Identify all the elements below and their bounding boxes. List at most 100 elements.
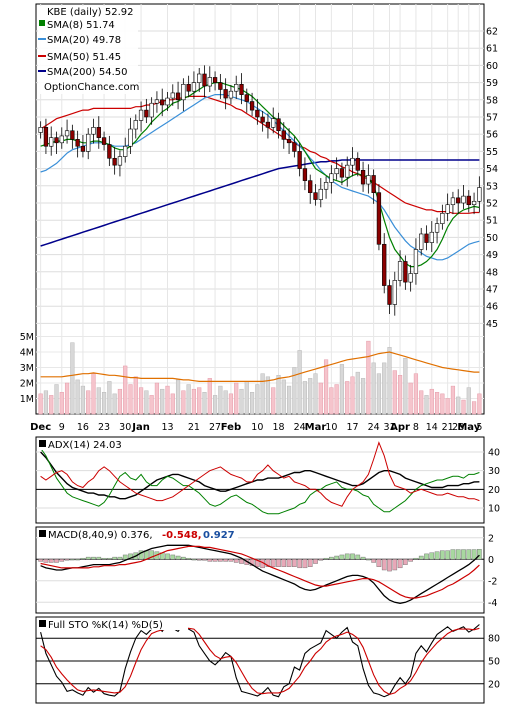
macd-histogram-bar [117,556,123,560]
sto-d-line [40,626,480,695]
volume-bar [419,390,424,415]
volume-bar [260,373,265,415]
macd-histogram-bar [371,559,376,563]
candle-up [434,223,440,233]
candle-up [165,97,170,106]
volume-bar [228,393,234,415]
volume-bar [440,393,445,415]
volume-bar [408,382,413,415]
candle-down [286,139,292,144]
candle-up [207,77,212,87]
macd-histogram-bar [297,559,302,569]
candle-up [477,187,482,202]
volume-bar [276,375,281,415]
x-tick-label: 30 [119,422,131,433]
macd-histogram-bar [424,553,429,560]
candle-down [297,151,302,169]
candle-up [397,261,403,281]
sma200-line [40,159,480,247]
x-tick-label: 27 [209,422,221,433]
sto-panel: 80 50 20 Full STO %K(14) %D(5) [35,616,500,704]
volume-bar [43,390,49,415]
volume-bar [403,357,408,415]
candle-down [308,180,313,193]
volume-bar [334,384,339,415]
price-y-tick: 46 [486,302,498,313]
candle-up [38,127,43,133]
volume-bar [181,390,186,415]
candle-down [70,130,75,140]
candle-up [350,157,355,166]
candle-up [91,127,96,135]
macd-signal-line [40,545,480,599]
price-y-tick: 51 [486,216,498,227]
volume-y-tick: 1M [20,394,34,405]
candle-down [255,109,260,118]
volume-bar [138,387,144,415]
macd-legend-box [38,528,238,541]
legend-sma8-label: SMA(8) 51.74 [47,20,115,31]
x-tick-label: 24 [368,422,380,433]
macd-histogram-bar [70,559,75,561]
macd-legend-signal: -0.548, [162,530,202,541]
volume-bar [234,382,239,415]
legend-sma8-swatch [39,20,45,26]
volume-bar [96,387,101,415]
macd-histogram-bar [207,559,213,562]
adx-panel: 40 30 20 10 ADX(14) 24.03 [35,436,500,524]
macd-histogram-bar [239,559,244,564]
volume-bar [170,393,175,415]
adx-title: ADX(14) 24.03 [48,440,122,451]
candle-down [223,89,228,99]
macd-histogram-bar [339,554,345,560]
macd-histogram-bar [255,559,260,567]
x-tick-label: 10 [325,422,337,433]
candle-down [107,144,112,159]
macd-histogram-bar [318,559,324,561]
volume-y-tick: 3M [20,363,34,374]
price-y-tick: 61 [486,44,498,55]
x-tick-label: 18 [272,422,284,433]
macd-histogram-bar [122,554,128,560]
candle-down [160,99,165,106]
volume-bar [202,392,207,415]
candle-up [170,92,175,99]
volume-bar [144,390,149,415]
macd-histogram-bar [149,550,154,560]
x-tick-label: Jan [131,422,150,433]
price-y-tick: 45 [486,319,498,330]
candle-down [456,197,461,204]
x-tick-label: 16 [77,422,89,433]
volume-bar [149,395,154,415]
candle-down [276,118,281,132]
candle-up [271,118,276,128]
candle-down [144,109,149,118]
volume-bar [239,388,244,415]
volume-bar [339,364,345,415]
adx-y-ticks: 40 30 20 10 [488,447,500,514]
candle-up [191,82,197,92]
volume-bar [461,399,466,415]
candle-up [149,102,154,118]
x-tick-label: May [457,422,480,433]
candle-up [117,156,123,166]
candle-down [382,243,387,286]
candle-up [133,120,138,130]
macd-histogram-bar [329,556,334,560]
macd-histogram-bar [397,559,403,569]
candle-down [260,116,265,123]
volume-bar [329,387,334,415]
candle-up [323,182,329,190]
candle-down [403,261,408,283]
adx-lines [40,441,480,515]
volume-bar [434,392,440,415]
x-tick-label: 5 [476,422,482,433]
volume-bar [450,385,456,415]
adx-series-line [40,447,480,515]
legend-box [38,6,138,94]
candle-up [461,195,466,204]
macd-histogram-bar [270,559,276,567]
candle-down [186,84,191,92]
adx-grid [36,451,484,509]
